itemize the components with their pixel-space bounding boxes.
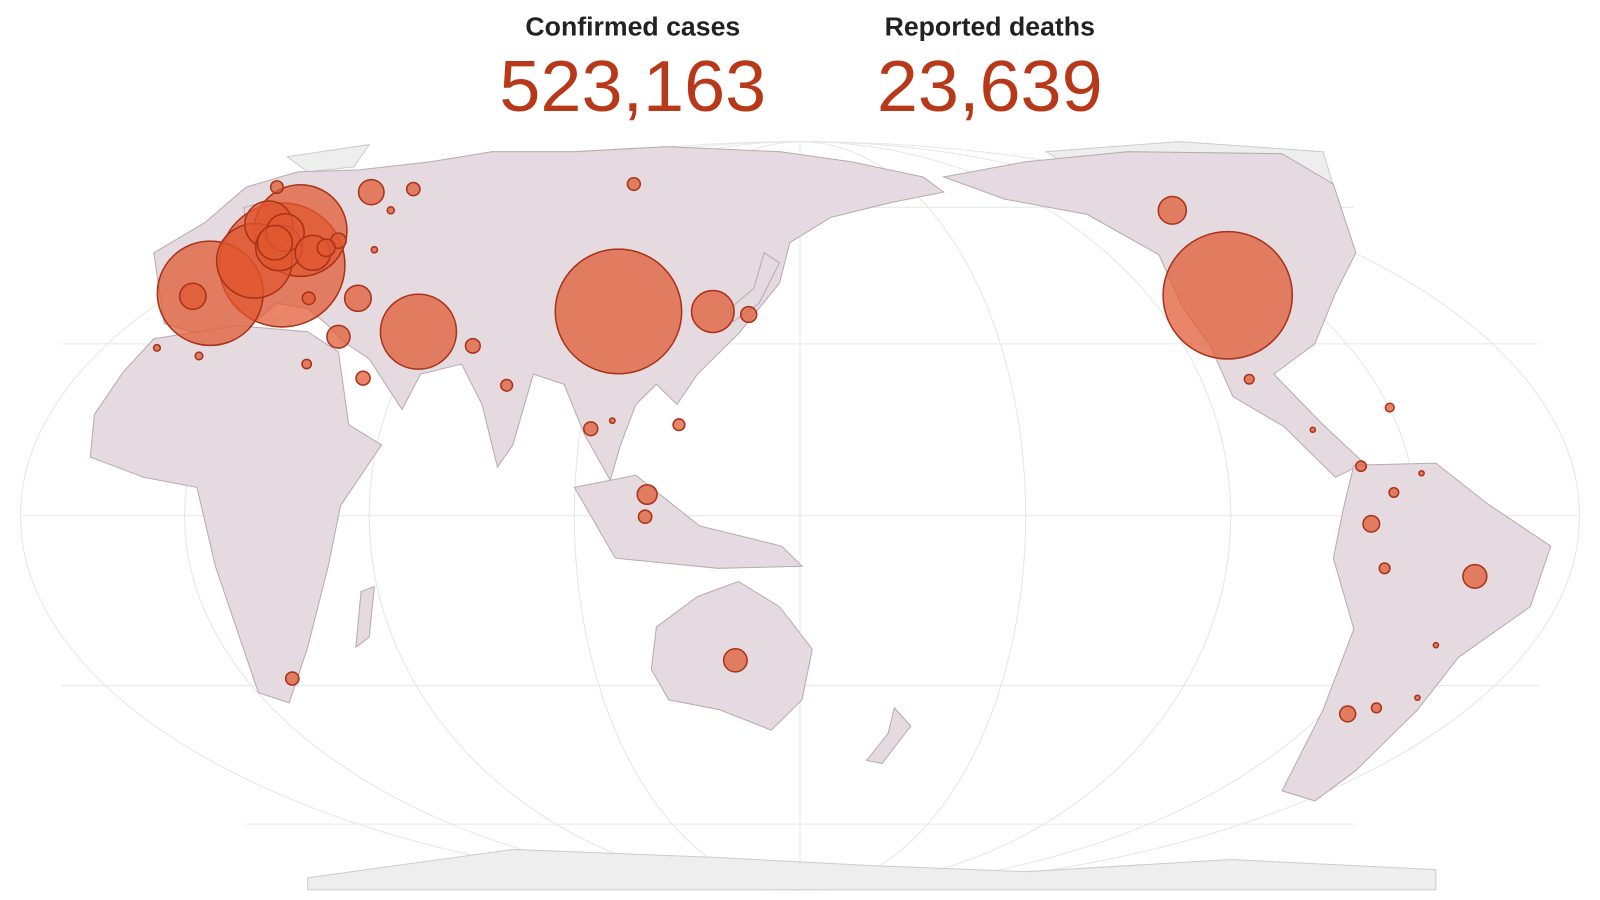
- case-bubble: [194, 351, 204, 361]
- case-bubble: [152, 343, 162, 352]
- case-bubble: [1309, 426, 1317, 434]
- case-bubble: [1362, 514, 1381, 533]
- case-bubble: [739, 305, 758, 324]
- case-bubble: [690, 289, 735, 334]
- case-bubble: [301, 291, 316, 306]
- maritime-asia: [573, 474, 804, 569]
- case-bubble: [370, 245, 379, 254]
- case-bubble: [1462, 563, 1488, 589]
- case-bubble: [269, 180, 284, 195]
- case-bubble: [608, 417, 616, 425]
- africa: [89, 325, 383, 704]
- antarctica: [307, 848, 1437, 891]
- deaths-label: Reported deaths: [885, 12, 1095, 42]
- case-bubble: [355, 370, 371, 386]
- summary: Confirmed cases 523,163 Reported deaths …: [499, 12, 1102, 128]
- case-bubble: [326, 324, 351, 349]
- case-bubble: [1384, 402, 1395, 413]
- case-bubble: [386, 206, 396, 215]
- case-bubble: [637, 509, 653, 525]
- case-bubble: [379, 293, 458, 370]
- case-bubble: [636, 483, 658, 506]
- case-bubble: [1157, 195, 1188, 225]
- case-bubble: [343, 284, 373, 313]
- case-bubble: [500, 378, 514, 392]
- case-bubble: [1338, 705, 1357, 723]
- case-bubble: [316, 238, 336, 258]
- case-bubble: [1414, 694, 1421, 702]
- bubbles: [152, 176, 1488, 723]
- deaths-value: 23,639: [877, 46, 1103, 127]
- svalbard: [285, 143, 371, 173]
- new-zealand: [865, 706, 912, 765]
- case-bubble: [1388, 486, 1400, 498]
- case-bubble: [464, 337, 481, 354]
- case-bubble: [1432, 641, 1440, 649]
- case-bubble: [256, 224, 294, 261]
- case-bubble: [626, 176, 642, 192]
- cases-label: Confirmed cases: [525, 12, 740, 42]
- case-bubble: [1243, 373, 1255, 385]
- case-bubble: [357, 178, 385, 206]
- land: [89, 141, 1552, 891]
- case-bubble: [582, 421, 599, 437]
- case-bubble: [301, 358, 313, 370]
- case-bubble: [554, 248, 683, 375]
- case-bubble: [1378, 562, 1391, 575]
- north-america: [941, 151, 1365, 478]
- case-bubble: [1418, 469, 1425, 477]
- madagascar: [355, 585, 375, 649]
- case-bubble: [405, 181, 421, 197]
- case-bubble: [1370, 702, 1383, 714]
- case-bubble: [672, 418, 686, 432]
- japan: [729, 252, 781, 323]
- case-bubble: [722, 648, 748, 673]
- south-america: [1281, 462, 1552, 802]
- case-bubble: [1355, 460, 1368, 473]
- cases-value: 523,163: [499, 46, 766, 127]
- case-bubble: [284, 671, 300, 686]
- case-bubble: [178, 282, 207, 311]
- case-bubble: [1162, 230, 1294, 360]
